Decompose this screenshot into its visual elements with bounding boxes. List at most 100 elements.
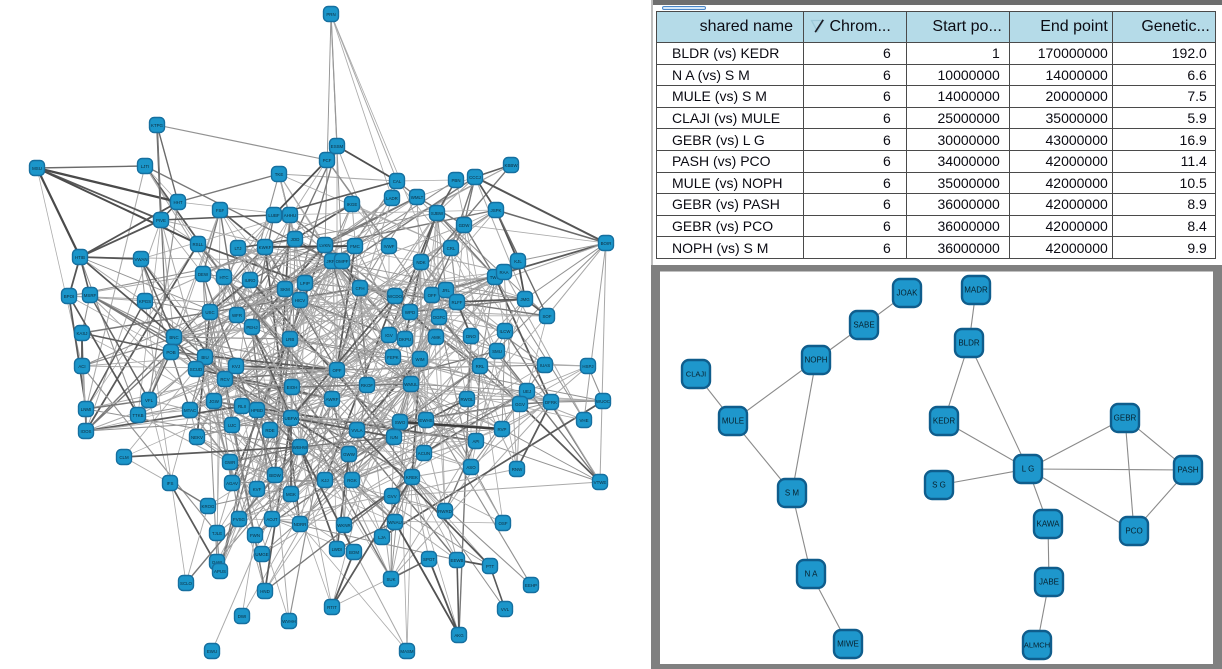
svg-text:RCV: RCV: [220, 377, 229, 382]
svg-text:MGK: MGK: [286, 492, 296, 497]
svg-text:PTT: PTT: [486, 564, 495, 569]
svg-text:HTIB: HTIB: [75, 255, 85, 260]
svg-text:RVP: RVP: [498, 427, 507, 432]
svg-text:WNAU: WNAU: [388, 520, 401, 525]
svg-text:VHE: VHE: [579, 418, 588, 423]
svg-text:KVF: KVF: [253, 487, 262, 492]
svg-text:UJC: UJC: [228, 423, 237, 428]
svg-text:LJA: LJA: [378, 535, 386, 540]
svg-text:BLDR: BLDR: [958, 339, 980, 348]
svg-text:MULE: MULE: [722, 417, 744, 426]
svg-text:AMK: AMK: [431, 335, 441, 340]
svg-text:NDRR: NDRR: [294, 522, 307, 527]
svg-text:RRL: RRL: [476, 364, 485, 369]
svg-text:IKGE: IKGE: [347, 202, 358, 207]
svg-text:VVLA: VVLA: [351, 428, 362, 433]
svg-text:RAA: RAA: [499, 270, 508, 275]
svg-text:SMU: SMU: [492, 349, 502, 354]
svg-text:FMC: FMC: [350, 244, 360, 249]
svg-text:IGV: IGV: [385, 333, 393, 338]
svg-text:GWW: GWW: [343, 452, 356, 457]
svg-text:LUBF: LUBF: [268, 213, 280, 218]
svg-text:FVSG: FVSG: [233, 517, 246, 522]
svg-text:OFF: OFF: [428, 293, 437, 298]
svg-text:POB: POB: [166, 350, 175, 355]
svg-text:RLII: RLII: [238, 404, 246, 409]
svg-text:VTWE: VTWE: [594, 480, 607, 485]
svg-text:LJTI: LJTI: [141, 164, 150, 169]
svg-text:S M: S M: [785, 489, 800, 498]
svg-text:IOOS: IOOS: [81, 429, 92, 434]
svg-text:SUK: SUK: [386, 577, 395, 582]
svg-text:WBHW: WBHW: [293, 445, 308, 450]
svg-text:MASM: MASM: [400, 649, 414, 654]
svg-text:PRN: PRN: [326, 12, 335, 17]
svg-text:WIM: WIM: [415, 357, 424, 362]
svg-text:EEWB: EEWB: [451, 558, 464, 563]
svg-text:FWN: FWN: [250, 533, 260, 538]
svg-text:RTIT: RTIT: [327, 605, 337, 610]
svg-text:RWOL: RWOL: [460, 397, 474, 402]
svg-text:RWRD: RWRD: [438, 509, 452, 514]
svg-text:LRB: LRB: [286, 337, 295, 342]
svg-text:KASJ: KASJ: [77, 331, 88, 336]
svg-text:KBBW: KBBW: [505, 163, 519, 168]
svg-text:UBFW: UBFW: [285, 416, 299, 421]
svg-text:RLFF: RLFF: [452, 300, 463, 305]
svg-text:BIDW: BIDW: [269, 473, 281, 478]
svg-text:BPOI: BPOI: [64, 294, 75, 299]
svg-text:FSF: FSF: [216, 208, 225, 213]
svg-text:BOM: BOM: [349, 550, 359, 555]
svg-text:WMLT: WMLT: [411, 195, 424, 200]
svg-text:HND: HND: [260, 589, 270, 594]
svg-text:HICV: HICV: [295, 298, 306, 303]
svg-text:RDE: RDE: [265, 428, 274, 433]
svg-text:UMGE: UMGE: [255, 552, 268, 557]
svg-text:CCCJ: CCCJ: [469, 175, 481, 180]
svg-text:CLAJI: CLAJI: [686, 370, 706, 379]
svg-text:APUS: APUS: [214, 569, 226, 574]
svg-text:OPF: OPF: [332, 368, 341, 373]
svg-text:CRL: CRL: [447, 246, 456, 251]
svg-text:WKNR: WKNR: [337, 523, 350, 528]
svg-text:S G: S G: [932, 481, 946, 490]
svg-text:JRFC: JRFC: [326, 259, 337, 264]
svg-text:DKPU: DKPU: [399, 337, 411, 342]
svg-text:ASO: ASO: [466, 465, 476, 470]
svg-text:IUN: IUN: [390, 435, 398, 440]
svg-text:KPGS: KPGS: [139, 299, 151, 304]
svg-text:ILCW: ILCW: [500, 329, 512, 334]
svg-text:AWRF: AWRF: [326, 397, 339, 402]
svg-text:LTJ: LTJ: [235, 246, 242, 251]
svg-text:TKE: TKE: [275, 172, 284, 177]
svg-text:API: API: [472, 439, 479, 444]
svg-text:USC: USC: [205, 310, 214, 315]
svg-text:MTAC: MTAC: [184, 408, 196, 413]
svg-text:WVHH: WVHH: [282, 619, 295, 624]
svg-text:HHT: HHT: [173, 200, 182, 205]
svg-text:NEKV: NEKV: [191, 435, 203, 440]
svg-text:KREK: KREK: [406, 475, 418, 480]
svg-text:WMUL: WMUL: [404, 382, 418, 387]
svg-text:AOJT: AOJT: [266, 517, 278, 522]
svg-text:SWO: SWO: [395, 420, 406, 425]
svg-text:LPIP: LPIP: [300, 281, 310, 286]
svg-text:GEBR: GEBR: [1114, 414, 1137, 423]
svg-text:KAWA: KAWA: [1037, 520, 1061, 529]
svg-text:JOD: JOD: [291, 237, 300, 242]
svg-text:LNMI: LNMI: [81, 407, 92, 412]
svg-text:CAL: CAL: [393, 179, 402, 184]
svg-text:VFL: VFL: [145, 398, 154, 403]
svg-text:DNO: DNO: [466, 334, 476, 339]
svg-text:CFH: CFH: [355, 286, 364, 291]
svg-text:DFRK: DFRK: [545, 400, 557, 405]
svg-text:SCUD: SCUD: [190, 367, 202, 372]
svg-text:OMPF: OMPF: [336, 259, 349, 264]
svg-text:N A: N A: [805, 570, 819, 579]
svg-text:HPBD: HPBD: [251, 408, 263, 413]
svg-text:IUAS: IUAS: [540, 363, 550, 368]
svg-text:SPOT: SPOT: [423, 557, 435, 562]
svg-text:TWM: TWM: [490, 275, 501, 280]
svg-text:MSU: MSU: [32, 166, 42, 171]
svg-text:OSF: OSF: [498, 521, 507, 526]
